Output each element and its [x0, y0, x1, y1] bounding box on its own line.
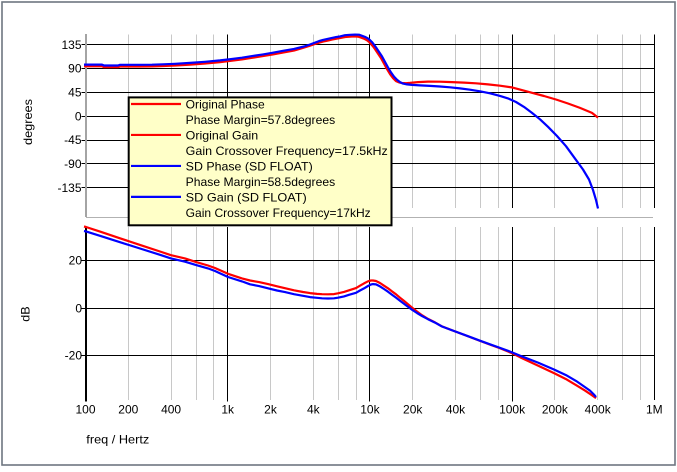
- svg-text:40k: 40k: [446, 403, 466, 417]
- svg-text:SD Phase (SD FLOAT): SD Phase (SD FLOAT): [186, 159, 313, 173]
- svg-text:SD Gain (SD FLOAT): SD Gain (SD FLOAT): [186, 190, 307, 204]
- svg-text:400k: 400k: [585, 403, 612, 417]
- svg-text:0: 0: [75, 109, 82, 123]
- svg-text:-135: -135: [57, 181, 81, 195]
- svg-text:Gain Crossover Frequency=17kHz: Gain Crossover Frequency=17kHz: [186, 206, 371, 220]
- svg-text:dB: dB: [19, 306, 33, 321]
- svg-text:100k: 100k: [499, 403, 526, 417]
- svg-text:Gain Crossover Frequency=17.5k: Gain Crossover Frequency=17.5kHz: [186, 144, 388, 158]
- svg-text:-90: -90: [64, 157, 82, 171]
- svg-text:45: 45: [68, 86, 82, 100]
- svg-text:10k: 10k: [360, 403, 380, 417]
- svg-text:Original Gain: Original Gain: [186, 128, 259, 142]
- svg-text:20: 20: [69, 254, 83, 268]
- svg-text:Phase Margin=57.8degrees: Phase Margin=57.8degrees: [186, 113, 336, 127]
- svg-text:400: 400: [161, 403, 181, 417]
- svg-text:Original Phase: Original Phase: [186, 97, 265, 111]
- svg-text:2k: 2k: [264, 403, 278, 417]
- svg-text:4k: 4k: [307, 403, 321, 417]
- svg-text:100: 100: [75, 403, 95, 417]
- svg-text:degrees: degrees: [21, 99, 35, 145]
- svg-text:200: 200: [118, 403, 138, 417]
- svg-text:135: 135: [61, 38, 81, 52]
- svg-text:200k: 200k: [542, 403, 569, 417]
- svg-text:20k: 20k: [403, 403, 423, 417]
- svg-text:90: 90: [68, 62, 82, 76]
- svg-text:Phase Margin=58.5degrees: Phase Margin=58.5degrees: [186, 175, 336, 189]
- svg-text:-45: -45: [64, 133, 82, 147]
- svg-text:1k: 1k: [221, 403, 235, 417]
- svg-text:-20: -20: [65, 349, 83, 363]
- svg-text:0: 0: [75, 302, 82, 316]
- svg-text:1M: 1M: [646, 403, 663, 417]
- svg-text:freq / Hertz: freq / Hertz: [86, 432, 149, 446]
